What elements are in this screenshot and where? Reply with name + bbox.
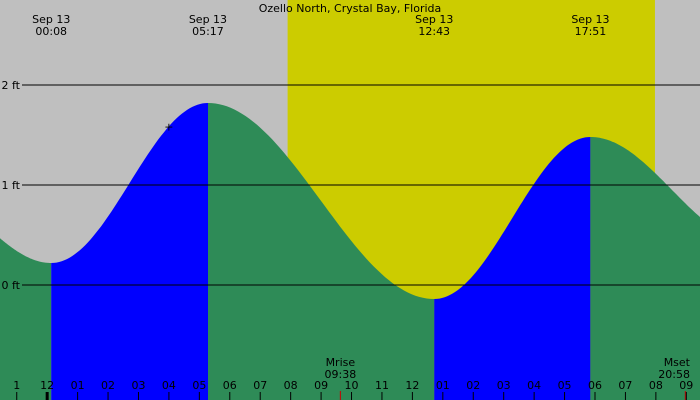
extreme-time-label: 05:17 (192, 25, 224, 38)
extreme-date-label: Sep 13 (415, 13, 453, 26)
x-tick-label: 01 (71, 379, 85, 392)
x-tick-label: 04 (162, 379, 176, 392)
x-tick-label: 01 (436, 379, 450, 392)
x-tick-label: 12 (405, 379, 419, 392)
extreme-date-label: Sep 13 (571, 13, 609, 26)
x-tick-label: 10 (345, 379, 359, 392)
falling-tide-area (208, 103, 435, 400)
extreme-date-label: Sep 13 (32, 13, 70, 26)
extreme-time-label: 12:43 (418, 25, 450, 38)
x-tick-label: 04 (527, 379, 541, 392)
x-tick-label: 11 (375, 379, 389, 392)
y-tick-label: 0 ft (2, 279, 21, 292)
x-tick-label: 02 (101, 379, 115, 392)
y-tick-label: 2 ft (2, 79, 21, 92)
extreme-time-label: 17:51 (575, 25, 607, 38)
y-tick-label: 1 ft (2, 179, 21, 192)
x-tick-label: 06 (223, 379, 237, 392)
rising-tide-area (434, 137, 591, 400)
moon-event-time: 20:58 (658, 368, 690, 381)
moon-event-label: Mset (664, 356, 691, 369)
x-tick-label: 08 (649, 379, 663, 392)
moon-event-time: 09:38 (325, 368, 357, 381)
chart-title: Ozello North, Crystal Bay, Florida (259, 2, 442, 15)
extreme-time-label: 00:08 (35, 25, 67, 38)
x-tick-label: 07 (253, 379, 267, 392)
x-tick-label: 06 (588, 379, 602, 392)
x-axis: 1 12 01 02 03 04 05 06 07 08 09 10 11 12 01 02 03 04 05 06 0… (13, 379, 693, 400)
x-tick-label: 07 (618, 379, 632, 392)
x-tick-label: 05 (192, 379, 206, 392)
rising-tide-area (51, 103, 209, 400)
gridlines: 2 ft 1 ft 0 ft (2, 79, 700, 292)
x-tick-label: 1 (13, 379, 20, 392)
x-tick-label: 09 (679, 379, 693, 392)
current-time-marker: + (164, 120, 173, 133)
extreme-date-label: Sep 13 (189, 13, 227, 26)
x-tick-label: 02 (466, 379, 480, 392)
tide-areas (0, 103, 700, 400)
x-tick-label: 03 (131, 379, 145, 392)
x-tick-label: 12 (40, 379, 54, 392)
x-tick-label: 03 (497, 379, 511, 392)
x-tick-label: 05 (558, 379, 572, 392)
falling-tide-area (590, 137, 700, 400)
moon-event-label: Mrise (326, 356, 356, 369)
falling-tide-area (0, 238, 52, 400)
x-tick-label: 09 (314, 379, 328, 392)
x-tick-label: 08 (284, 379, 298, 392)
